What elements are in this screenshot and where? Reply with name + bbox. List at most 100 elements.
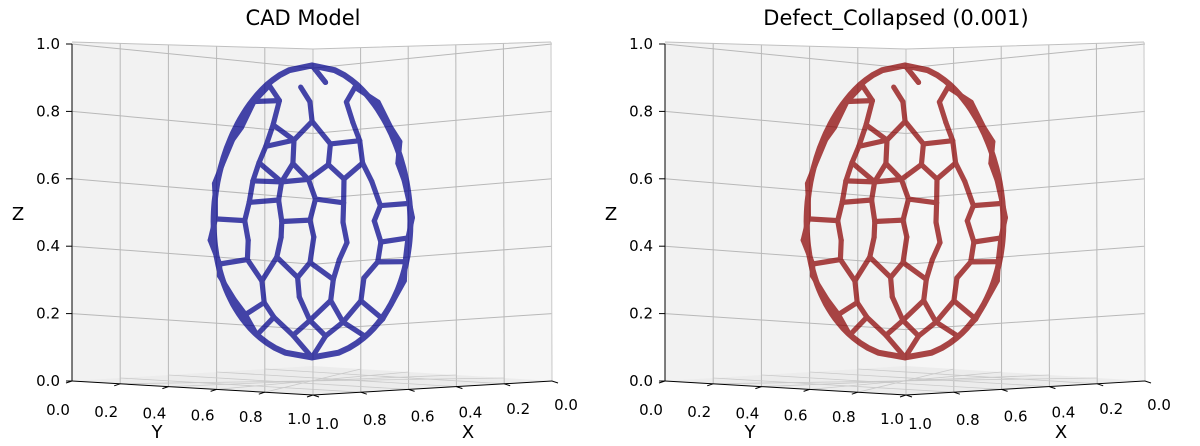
lattice-strut [936,84,951,105]
lattice-strut [360,160,375,185]
lattice-strut [902,118,927,147]
lattice-strut [251,97,282,105]
lattice-strut [309,118,333,147]
lattice-strut [837,256,858,284]
y-tick-label: 0.2 [94,403,118,421]
lattice-strut [371,218,384,245]
floor-grid-line [713,377,1098,385]
lattice-strut [323,319,346,339]
lattice-strut [950,138,959,166]
lattice-strut [307,217,317,240]
lattice-strut [835,218,844,243]
lattice-strut [340,200,347,225]
lattice-strut [270,97,282,128]
lattice-strut [343,99,356,126]
lattice-strut [918,162,940,182]
y-tick-mark [707,383,714,387]
floor-grid-line [120,377,361,393]
x-tick-label: 1.0 [908,415,932,433]
grid-line [1095,43,1098,384]
x-tick-label: 0.4 [1051,404,1075,422]
x-tick-mark [953,391,960,395]
lattice-strut [900,297,927,323]
chart-panel-cad-model: 0.00.20.40.60.81.0Z0.0 0.2 0.4 0.6 0.8 1.0Y0.… [12,6,578,443]
lattice-strut [340,319,369,340]
lattice-outline [210,62,414,361]
z-tick-label: 0.6 [36,170,60,188]
lattice-strut [964,203,977,224]
lattice-strut [307,297,334,323]
floor-grid-line [216,371,457,387]
lattice-strut [863,122,890,143]
lattice-strut [309,333,329,361]
chart-title: Defect_Collapsed (0.001) [763,6,1028,31]
x-tick-mark [360,391,367,395]
lattice-strut [307,259,336,282]
lattice-strut [254,314,277,338]
lattice-strut [883,317,906,338]
z-tick-label: 0.4 [36,237,60,255]
y-tick-label: 0.0 [46,401,70,419]
lattice-strut [898,162,925,182]
y-tick-label: 0.8 [832,408,856,426]
x-tick-label: 1.0 [315,415,339,433]
lattice-strut [872,217,906,225]
lattice-strut [343,84,358,105]
lattice-strut [340,298,364,325]
back-pane-right [906,42,1145,395]
lattice-strut [276,197,285,225]
lattice-strut [305,176,319,202]
lattice-strut [883,137,890,167]
lattice-strut [375,239,384,265]
lattice-strut [871,176,905,185]
lattice-strut [256,143,269,166]
lattice-strut [824,296,842,318]
lattice-strut [900,217,910,240]
lattice-strut [902,333,922,361]
lattice-structure [800,62,1009,361]
x-tick-mark [504,383,511,387]
z-tick-label: 0.2 [36,305,60,323]
lattice-strut [296,294,313,323]
lattice-strut [936,99,949,126]
x-tick-label: 0.6 [411,407,435,425]
lattice-strut [837,237,844,263]
x-tick-mark [1001,388,1008,392]
lattice-strut [291,118,315,143]
lattice-strut [244,237,251,263]
x-tick-label: 0.8 [956,411,980,429]
grid-line [502,43,505,384]
floor-grid-line [713,377,954,393]
y-tick-mark [162,386,169,390]
lattice-strut [307,196,319,223]
lattice-strut [883,332,908,361]
lattice-strut [217,256,250,267]
lattice-strut [839,197,875,205]
lattice-strut [270,122,297,143]
lattice-strut [246,197,282,205]
lattice-strut [900,196,912,223]
z-axis-label: Z [12,204,24,225]
lattice-strut [259,254,280,284]
grid-line [455,44,457,387]
lattice-strut [867,234,877,260]
lattice-strut [231,296,248,318]
lattice-strut [340,219,350,246]
lattice-strut [298,84,313,105]
lattice-strut [891,84,906,105]
lattice-strut [933,219,943,246]
floor-grid-line [264,368,505,385]
lattice-strut [290,332,315,361]
z-tick-label: 1.0 [36,35,60,53]
lattice-strut [889,294,906,323]
lattice-strut [290,317,313,338]
lattice-strut [341,160,366,182]
lattice-strut [805,216,841,224]
z-tick-label: 0.6 [629,170,653,188]
y-tick-label: 0.6 [784,406,808,424]
lattice-strut [933,200,940,225]
lattice-strut [864,314,889,338]
lattice-strut [852,254,873,284]
lattice-strut [279,160,296,185]
